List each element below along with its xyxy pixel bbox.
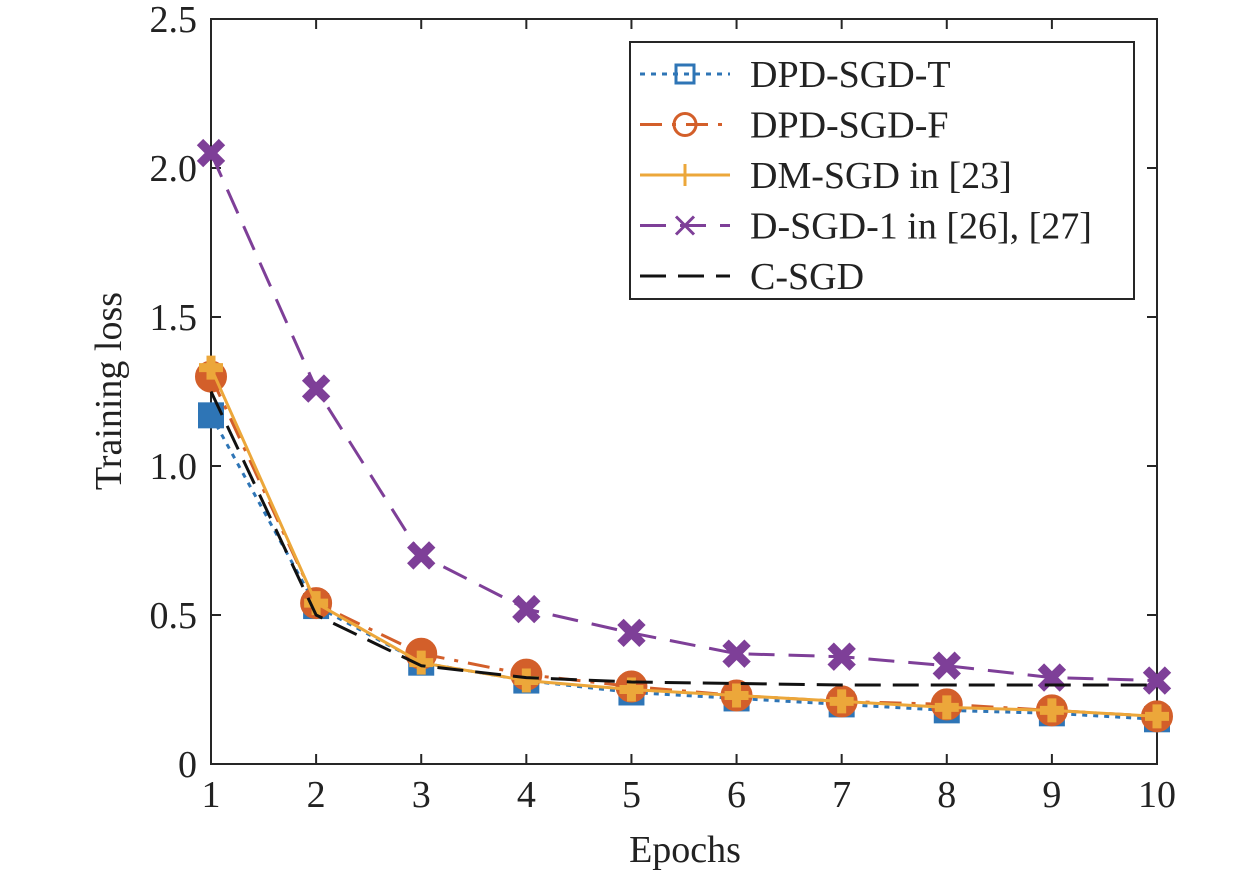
data-point-x (722, 639, 751, 668)
x-tick-label: 5 (622, 774, 641, 816)
data-point-x (407, 541, 436, 570)
series-d-sgd-1-in-26-27 (196, 138, 1172, 695)
x-axis-label: Epochs (629, 829, 741, 871)
y-tick-label: 2.0 (150, 148, 198, 190)
x-tick-label: 8 (937, 774, 956, 816)
legend-entry: DPD-SGD-F (640, 105, 948, 147)
x-tick-label: 2 (307, 774, 326, 816)
legend-label: DPD-SGD-T (750, 54, 951, 96)
series-line (209, 390, 1157, 687)
data-point-plus (304, 591, 329, 616)
series-line (209, 367, 1158, 718)
legend-label: C-SGD (750, 256, 864, 298)
legend-label: D-SGD-1 in [26], [27] (750, 206, 1092, 248)
legend-label: DPD-SGD-F (750, 105, 948, 147)
x-tick-label: 1 (202, 774, 221, 816)
legend-marker-square (674, 63, 696, 85)
legend-marker-circle (672, 112, 698, 137)
x-tick-label: 4 (517, 774, 536, 816)
data-point-plus (829, 689, 854, 714)
y-axis-label: Training loss (88, 292, 130, 490)
series-dm-sgd-in-23 (199, 355, 1169, 729)
series-dpd-sgd-f (195, 360, 1173, 733)
data-point-x (196, 138, 226, 168)
legend-entry: DM-SGD in [23] (640, 155, 1012, 197)
x-tick-label: 3 (412, 774, 431, 816)
legend-entry: DPD-SGD-T (640, 54, 951, 96)
series-line (209, 152, 1158, 683)
legend-entry: C-SGD (640, 256, 864, 298)
series-line (209, 375, 1158, 718)
legend-label: DM-SGD in [23] (750, 155, 1012, 197)
data-point-plus (199, 355, 223, 380)
y-axis-ticks: 0 0.5 1.0 1.5 2.0 2.5 (150, 0, 1157, 786)
data-point-x (512, 594, 541, 624)
legend: DPD-SGD-T DPD-SGD-F DM-SGD in [23] D-SGD-1 … (629, 41, 1135, 300)
y-tick-label: 1.0 (150, 446, 198, 488)
y-tick-label: 0.5 (150, 595, 198, 637)
series-c-sgd (209, 390, 1157, 687)
data-point-plus (934, 695, 959, 720)
data-point-x (827, 642, 856, 671)
legend-entry: D-SGD-1 in [26], [27] (640, 206, 1092, 248)
legend-marker-plus (674, 164, 696, 186)
data-point-plus (514, 668, 539, 693)
legend-marker-x (674, 215, 696, 236)
data-point-plus (1145, 704, 1169, 729)
data-point-plus (724, 683, 749, 708)
x-tick-label: 7 (832, 774, 851, 816)
y-tick-label: 2.5 (150, 0, 198, 41)
data-point-plus (1039, 698, 1064, 723)
y-tick-label: 1.5 (150, 297, 198, 339)
series-layer (195, 138, 1173, 733)
series-line (209, 414, 1158, 721)
x-tick-label: 9 (1042, 774, 1061, 816)
x-axis-ticks: 1 2 3 4 5 6 7 8 9 10 (202, 19, 1176, 816)
x-tick-label: 6 (727, 774, 746, 816)
data-point-x (1142, 666, 1172, 695)
legend-box (629, 41, 1135, 300)
x-tick-label: 10 (1138, 774, 1176, 816)
data-point-x (617, 618, 646, 648)
data-point-x (301, 374, 331, 403)
data-point-square (198, 402, 224, 429)
data-point-x (932, 651, 961, 680)
y-tick-label: 0 (178, 744, 197, 786)
